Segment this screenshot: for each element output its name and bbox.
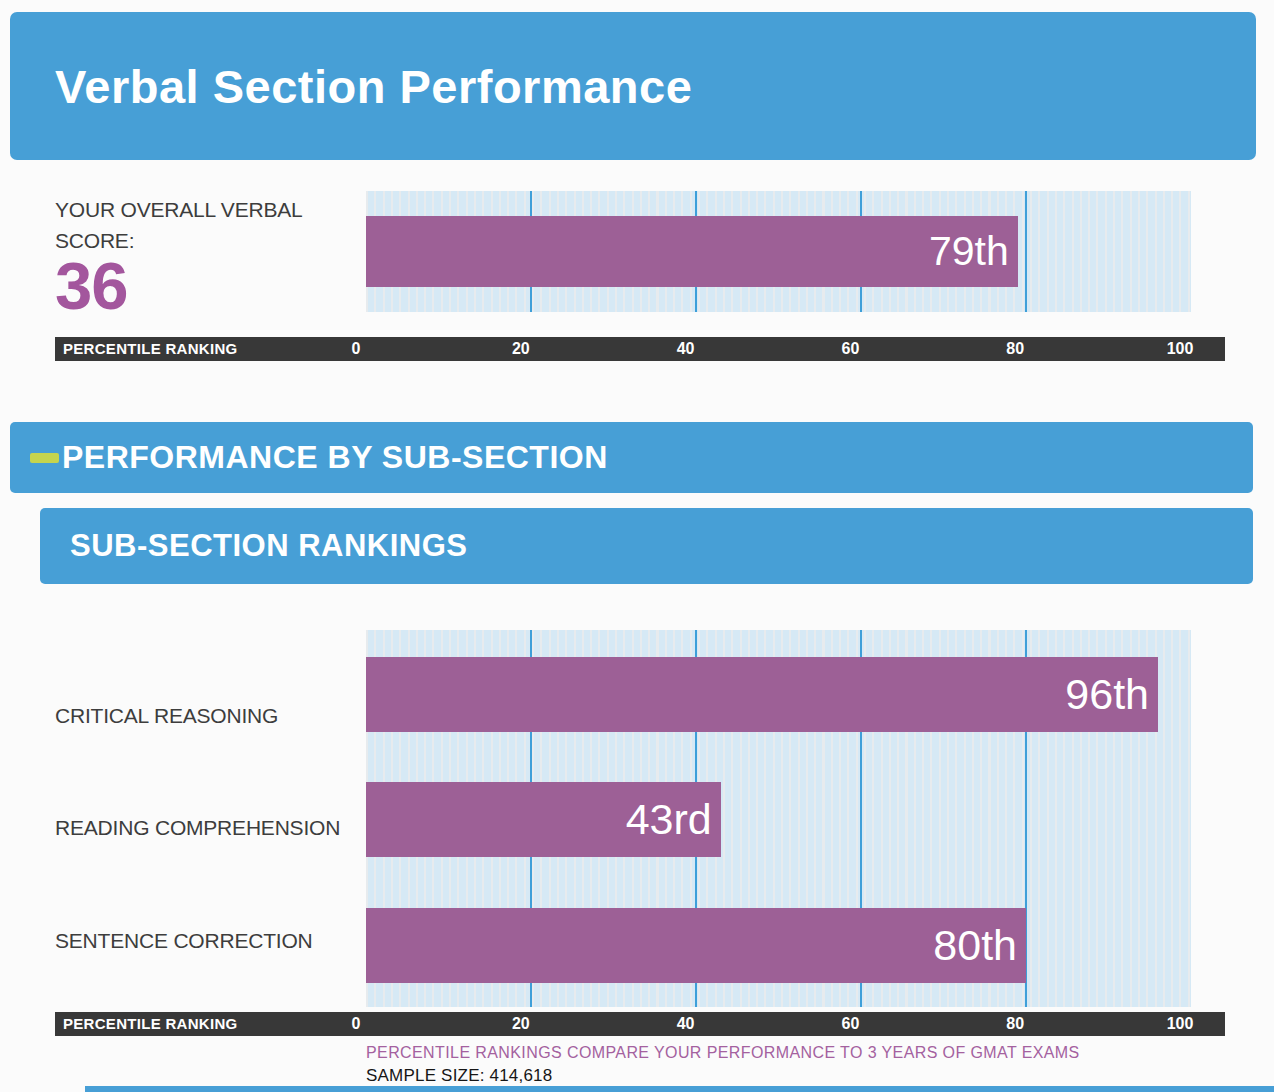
subsection-rankings-title: SUB-SECTION RANKINGS (40, 528, 468, 564)
axis-tick-20: 20 (512, 337, 530, 361)
row-label-critical-reasoning: CRITICAL REASONING (55, 704, 360, 728)
subsection-percentile-chart: 96th 43rd 80th (366, 630, 1191, 1007)
sentence-correction-bar-label: 80th (933, 921, 1026, 970)
overall-axis-bar: PERCENTILE RANKING 0 20 40 60 80 100 (55, 337, 1225, 361)
performance-by-subsection-banner[interactable]: PERFORMANCE BY SUB-SECTION (10, 422, 1253, 493)
axis-tick-80: 80 (1006, 337, 1024, 361)
subsection-axis-title: PERCENTILE RANKING (63, 1012, 238, 1036)
reading-comprehension-bar: 43rd (366, 782, 721, 857)
page-title: Verbal Section Performance (10, 59, 692, 114)
critical-reasoning-bar-label: 96th (1065, 670, 1158, 719)
next-section-banner-edge (85, 1086, 1274, 1092)
axis-tick-100: 100 (1167, 1012, 1194, 1036)
header-banner: Verbal Section Performance (10, 12, 1256, 160)
overall-percentile-bar: 79th (366, 216, 1018, 287)
axis-tick-0: 0 (352, 337, 361, 361)
overall-percentile-bar-label: 79th (929, 228, 1018, 275)
sentence-correction-bar: 80th (366, 908, 1026, 983)
axis-tick-60: 60 (841, 337, 859, 361)
collapse-dash-icon[interactable] (30, 453, 59, 463)
axis-tick-80: 80 (1006, 1012, 1024, 1036)
subsection-axis-bar: PERCENTILE RANKING 0 20 40 60 80 100 (55, 1012, 1225, 1036)
axis-tick-0: 0 (352, 1012, 361, 1036)
verbal-performance-report: Verbal Section Performance YOUR OVERALL … (0, 0, 1274, 1092)
axis-tick-100: 100 (1167, 337, 1194, 361)
critical-reasoning-bar: 96th (366, 657, 1158, 732)
axis-tick-20: 20 (512, 1012, 530, 1036)
sample-size-text: SAMPLE SIZE: 414,618 (366, 1066, 552, 1086)
percentile-comparison-note: PERCENTILE RANKINGS COMPARE YOUR PERFORM… (366, 1044, 1080, 1062)
gridline-80 (1025, 191, 1027, 312)
subsection-rankings-banner: SUB-SECTION RANKINGS (40, 508, 1253, 584)
overall-axis-title: PERCENTILE RANKING (63, 337, 238, 361)
overall-percentile-chart: 79th (366, 191, 1191, 312)
row-label-reading-comprehension: READING COMPREHENSION (55, 816, 360, 840)
axis-tick-40: 40 (677, 1012, 695, 1036)
axis-tick-40: 40 (677, 337, 695, 361)
row-label-sentence-correction: SENTENCE CORRECTION (55, 929, 360, 953)
overall-score-value: 36 (55, 247, 128, 324)
reading-comprehension-bar-label: 43rd (626, 795, 721, 844)
axis-tick-60: 60 (841, 1012, 859, 1036)
performance-by-subsection-title: PERFORMANCE BY SUB-SECTION (62, 439, 608, 476)
